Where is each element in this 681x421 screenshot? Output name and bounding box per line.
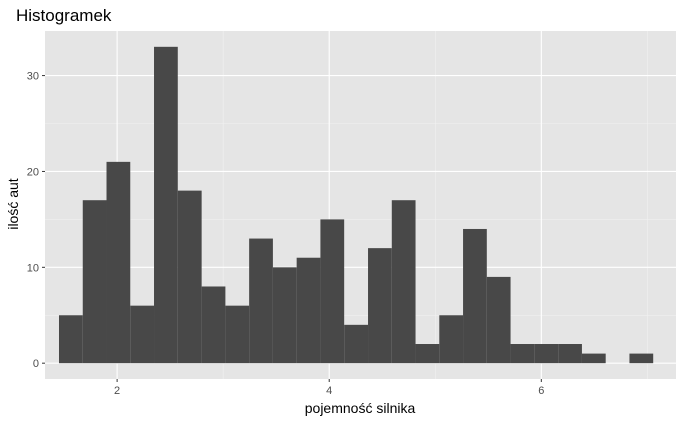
histogram-bar [344,324,369,364]
histogram-bar [177,190,202,364]
histogram-bar [368,248,392,364]
histogram-bar [201,286,226,364]
histogram-bar [272,267,297,364]
histogram-bar [486,276,511,364]
y-tick-label: 0 [33,358,39,370]
histogram-bar [106,161,131,364]
histogram-bar [629,353,654,364]
histogram-bar [82,200,107,364]
y-tick-label: 30 [27,71,39,83]
x-tick-label: 2 [114,385,120,397]
y-axis-title: ilość aut [5,178,21,229]
histogram-bar [391,200,416,364]
x-tick-label: 4 [326,385,332,397]
histogram-bar [534,344,559,364]
histogram-bar [463,228,487,364]
histogram-bar [249,238,273,364]
x-axis-title: pojemność silnika [305,400,416,416]
histogram-bar [415,344,440,364]
histogram-bar [439,315,464,364]
histogram-bar [130,305,155,364]
histogram-bar [320,219,345,364]
histogram-bar [154,46,178,364]
histogram-bars [58,46,654,364]
histogram-bar [296,257,321,364]
histogram-bar [510,344,535,364]
histogram-bar [58,315,83,364]
y-tick-label: 20 [27,166,39,178]
x-axis: 2 4 6 [114,379,544,397]
y-axis: 0 10 20 30 [27,71,45,370]
histogram-bar [581,353,606,364]
y-tick-label: 10 [27,262,39,274]
x-tick-label: 6 [538,385,544,397]
histogram-bar [558,344,582,364]
chart-title: Histogramek [16,6,112,25]
histogram-bar [225,305,250,364]
